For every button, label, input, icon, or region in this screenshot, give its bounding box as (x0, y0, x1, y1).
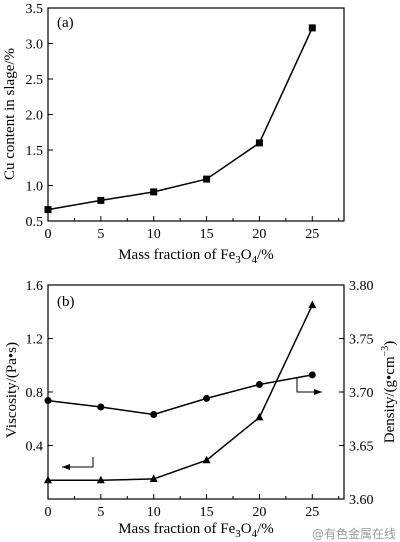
chart-a-panel-label: (a) (57, 15, 74, 31)
y-right-tick-label: 3.65 (349, 440, 374, 455)
y-tick-label: 3.5 (26, 2, 44, 17)
chart-a-x-axis-label-text: Mass fraction of Fe (118, 247, 235, 263)
chart-a-x-axis-label-unit: /% (257, 247, 274, 263)
chart-a-x-axis-label-sub2: 4 (252, 254, 258, 266)
data-point-triangle (149, 474, 158, 482)
viscosity-axis-arrow-head (62, 464, 70, 470)
x-tick-label: 10 (147, 505, 161, 520)
chart-b-y-ticks-left: 0.4 0.8 1.2 1.6 (26, 279, 53, 455)
chart-b-x-axis-label-sub2: 4 (252, 528, 258, 540)
y-tick-label: 0.8 (26, 386, 44, 401)
x-tick-label: 10 (147, 227, 161, 242)
chart-b-x-axis-label-text: Mass fraction of Fe (118, 521, 235, 537)
chart-b-x-axis-label-o: O (241, 521, 252, 537)
chart-a-x-axis-label: Mass fraction of Fe3O4/% (118, 247, 274, 266)
watermark: @有色金属在线 (312, 526, 396, 541)
data-point-square (150, 188, 158, 196)
chart-b-panel-label: (b) (57, 294, 75, 310)
y-tick-label: 1.2 (26, 333, 44, 348)
data-point-circle (150, 410, 158, 418)
data-point-square (97, 196, 105, 204)
data-point-triangle (44, 475, 52, 484)
data-point-square (308, 24, 316, 32)
x-tick-label: 5 (97, 505, 104, 520)
y-tick-label: 1.5 (26, 144, 44, 159)
chart-a: (a) 0 5 10 15 20 25 0.5 1.0 1.5 2.0 2.5 3.0 3.5 Mas… (2, 2, 345, 266)
y-tick-label: 2.5 (26, 73, 44, 88)
chart-b-y-axis-label-right: Density/(g•cm−3) (380, 341, 398, 444)
y-tick-label: 2.0 (26, 109, 44, 124)
chart-a-series (44, 24, 316, 214)
x-tick-label: 0 (45, 227, 52, 242)
chart-a-x-axis-label-o: O (241, 247, 252, 263)
data-point-circle (255, 381, 263, 389)
chart-b-y-axis-label-right-exp: −3 (380, 346, 391, 357)
density-axis-arrow (296, 378, 322, 393)
x-tick-label: 20 (252, 227, 266, 242)
x-tick-label: 25 (305, 505, 319, 520)
y-tick-label: 1.0 (26, 180, 44, 195)
y-right-tick-label: 3.70 (349, 386, 374, 401)
x-tick-label: 25 (305, 227, 319, 242)
series-line-circle (47, 374, 313, 416)
y-right-tick-label: 3.75 (349, 333, 374, 348)
data-point-triangle (202, 455, 211, 464)
chart-a-frame (47, 7, 345, 222)
chart-b: (b) 0 5 10 15 20 25 0.4 0.8 1.2 1.6 3.60 3.65 3.70… (4, 279, 398, 540)
chart-b-y-axis-label-right-close: ) (382, 341, 398, 346)
chart-b-series (44, 300, 317, 484)
data-point-triangle (96, 475, 105, 484)
chart-a-x-axis-label-sub: 3 (235, 254, 241, 266)
chart-b-x-ticks: 0 5 10 15 20 25 (45, 494, 340, 520)
y-tick-label: 0.5 (26, 215, 44, 230)
x-tick-label: 5 (97, 227, 104, 242)
data-point-triangle (308, 300, 317, 309)
series-line-triangle (48, 304, 313, 482)
viscosity-axis-arrow (62, 457, 94, 468)
series-line-square (47, 27, 313, 211)
chart-b-y-axis-label-left: Viscosity/(Pa•s) (4, 342, 20, 438)
density-axis-arrow-head (314, 389, 322, 395)
x-tick-label: 0 (45, 505, 52, 520)
data-point-square (255, 139, 263, 147)
y-right-tick-label: 3.60 (349, 493, 374, 508)
data-point-circle (203, 394, 211, 402)
x-tick-label: 15 (200, 227, 214, 242)
chart-a-y-axis-label: Cu content in slage/% (2, 48, 18, 180)
data-point-square (44, 206, 52, 214)
data-point-square (203, 175, 211, 183)
chart-b-x-axis-label-unit: /% (257, 521, 274, 537)
chart-a-y-ticks: 0.5 1.0 1.5 2.0 2.5 3.0 3.5 (26, 2, 53, 230)
chart-a-x-ticks: 0 5 10 15 20 25 (45, 216, 340, 242)
data-point-circle (44, 397, 52, 405)
x-tick-label: 20 (252, 505, 266, 520)
data-point-circle (308, 371, 316, 379)
data-point-triangle (255, 412, 264, 421)
y-tick-label: 1.6 (26, 279, 44, 294)
chart-b-y-ticks-right: 3.60 3.65 3.70 3.75 3.80 (339, 279, 374, 508)
data-point-circle (97, 403, 105, 411)
y-tick-label: 3.0 (26, 38, 44, 53)
chart-b-x-axis-label-sub: 3 (235, 528, 241, 540)
y-tick-label: 0.4 (26, 440, 44, 455)
x-tick-label: 15 (200, 505, 214, 520)
chart-b-y-axis-label-right-text: Density/(g•cm (382, 356, 398, 443)
y-right-tick-label: 3.80 (349, 279, 374, 294)
chart-b-x-axis-label: Mass fraction of Fe3O4/% (118, 521, 274, 540)
